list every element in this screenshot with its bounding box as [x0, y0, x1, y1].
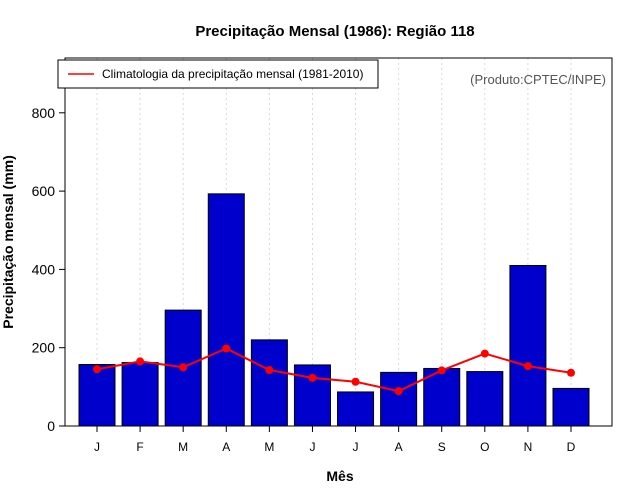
bar: [337, 391, 375, 427]
bars: [78, 193, 590, 427]
legend-label: Climatologia da precipitação mensal (198…: [102, 67, 363, 81]
x-tick-label: O: [480, 440, 489, 454]
bar: [207, 193, 245, 427]
x-tick-label: J: [309, 440, 315, 454]
y-axis-title: Precipitação mensal (mm): [0, 155, 16, 329]
bar: [250, 339, 288, 427]
x-tick-label: A: [222, 440, 230, 454]
legend-box: [57, 59, 379, 89]
bar: [380, 371, 418, 427]
x-axis-title: Mês: [326, 468, 353, 484]
bar: [121, 362, 159, 427]
y-tick-label: 0: [47, 418, 55, 434]
climatology-line: [93, 344, 575, 396]
bar: [466, 371, 504, 427]
bar: [78, 364, 116, 427]
line-point: [523, 362, 532, 371]
x-tick-label: M: [178, 440, 188, 454]
line-point: [437, 366, 446, 375]
y-tick-label: 400: [32, 261, 56, 277]
x-tick-label: J: [94, 440, 100, 454]
line-series: [96, 347, 572, 393]
plot-frame: [64, 57, 613, 427]
legend: Climatologia da precipitação mensal (198…: [57, 59, 379, 89]
bar: [552, 387, 590, 427]
y-tick-label: 200: [32, 340, 56, 356]
line-point: [480, 349, 489, 358]
bar: [423, 367, 461, 427]
line-point: [265, 366, 274, 375]
line-point: [222, 344, 231, 353]
line-point: [351, 377, 360, 386]
x-tick-label: A: [395, 440, 403, 454]
x-tick-label: M: [264, 440, 274, 454]
line-point: [93, 365, 101, 374]
y-tick-label: 800: [32, 105, 56, 121]
line-point: [136, 357, 145, 366]
chart-title: Precipitação Mensal (1986): Região 118: [195, 23, 474, 40]
x-tick-label: D: [567, 440, 576, 454]
y-axis: 0 200 400 600 800: [32, 105, 65, 434]
line-point: [394, 387, 403, 396]
y-tick-label: 600: [32, 183, 56, 199]
source-note: (Produto:CPTEC/INPE): [470, 72, 606, 87]
x-tick-label: S: [438, 440, 446, 454]
line-point: [308, 373, 317, 382]
x-tick-label: J: [353, 440, 359, 454]
x-tick-label: N: [524, 440, 533, 454]
x-tick-label: F: [136, 440, 143, 454]
line-point: [567, 368, 575, 377]
line-point: [179, 363, 188, 372]
bar: [509, 264, 547, 427]
